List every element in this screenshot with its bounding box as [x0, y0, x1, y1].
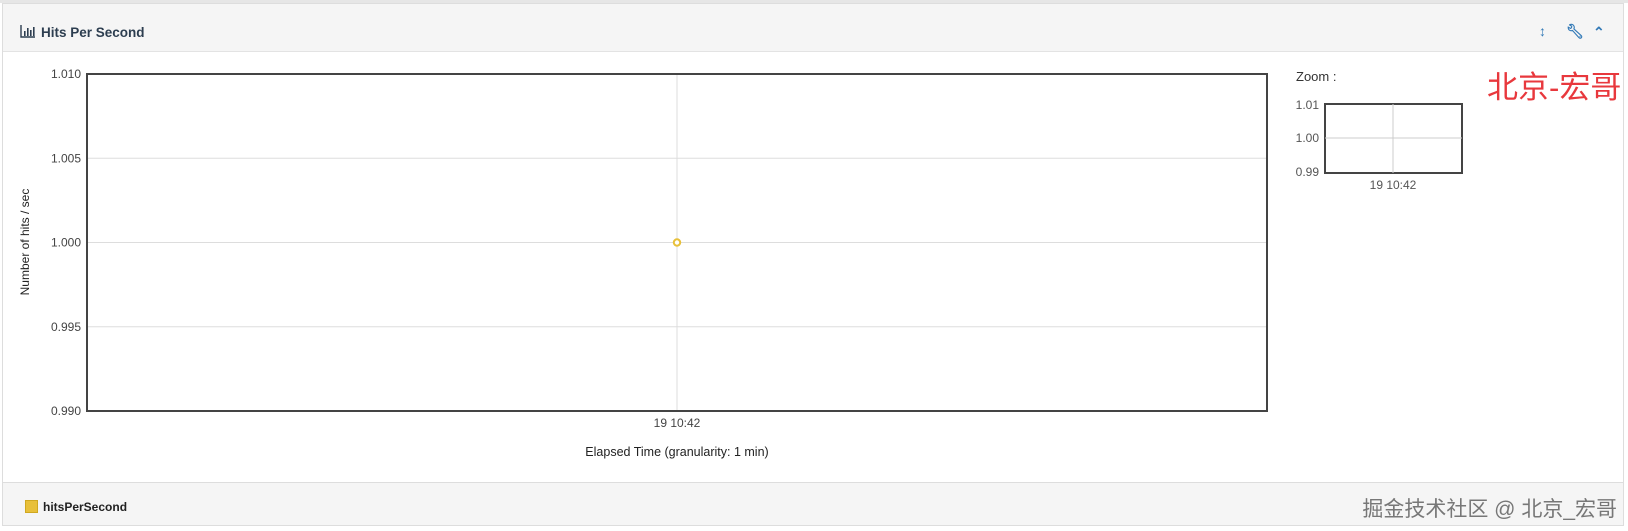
zoom-y-tick: 0.99 [1296, 165, 1320, 179]
y-tick-label: 0.995 [51, 320, 81, 334]
x-axis-label: Elapsed Time (granularity: 1 min) [585, 445, 768, 459]
zoom-label: Zoom : [1296, 69, 1337, 84]
legend-bar: hitsPerSecond 掘金技术社区 @ 北京_宏哥 [3, 482, 1623, 525]
bar-chart-icon [20, 25, 35, 38]
panel-header: Hits Per Second ↕ 🔧︎ ⌃ [3, 4, 1623, 52]
y-tick-label: 1.005 [51, 151, 81, 165]
chevron-up-icon[interactable]: ⌃ [1593, 24, 1605, 40]
hits-per-second-panel: Hits Per Second ↕ 🔧︎ ⌃ hitsPerSecond 掘金技… [2, 3, 1624, 526]
resize-vertical-icon[interactable]: ↕ [1539, 23, 1546, 39]
footer-watermark: 掘金技术社区 @ 北京_宏哥 [1362, 498, 1617, 521]
wrench-icon[interactable]: 🔧︎ [1566, 23, 1584, 39]
x-tick-label: 19 10:42 [654, 416, 701, 430]
zoom-y-tick: 1.01 [1296, 98, 1320, 112]
zoom-x-tick: 19 10:42 [1370, 178, 1417, 192]
y-tick-label: 1.010 [51, 67, 81, 81]
plot-frame [86, 73, 1268, 412]
author-watermark: 北京-宏哥 [1487, 70, 1622, 105]
panel-title: Hits Per Second [41, 25, 145, 40]
y-tick-label: 0.990 [51, 404, 81, 418]
main-chart[interactable]: 1.010 1.005 1.000 0.995 0.990 19 10:42 Elaps… [0, 0, 1628, 470]
y-tick-label: 1.000 [51, 236, 81, 250]
data-point [672, 238, 682, 247]
legend-label: hitsPerSecond [43, 500, 128, 514]
legend-swatch [25, 500, 38, 513]
top-border [0, 0, 1628, 3]
zoom-y-tick: 1.00 [1296, 131, 1320, 145]
y-axis-label: Number of hits / sec [18, 189, 32, 296]
